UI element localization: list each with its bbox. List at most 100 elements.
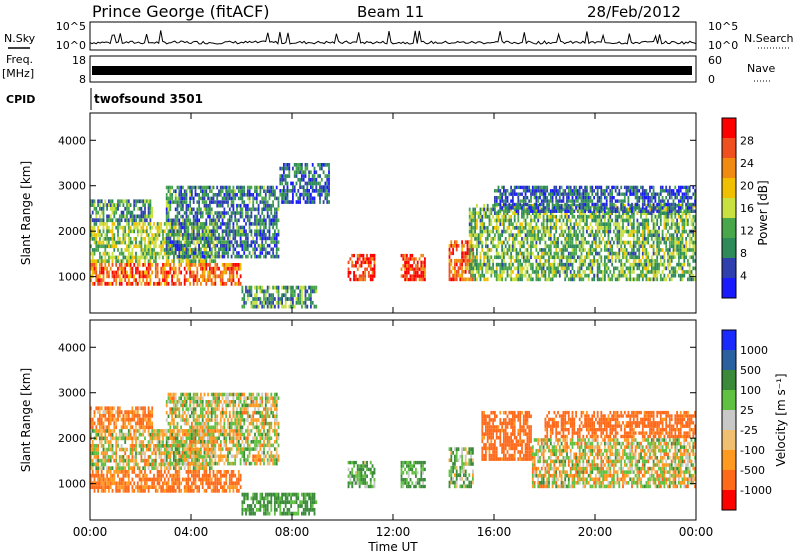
heatmap-cell — [210, 222, 213, 226]
heatmap-cell — [497, 226, 500, 230]
heatmap-cell — [607, 255, 610, 260]
heatmap-cell — [676, 251, 678, 256]
heatmap-cell — [506, 240, 509, 245]
heatmap-cell — [611, 255, 613, 260]
heatmap-cell — [679, 203, 682, 208]
heatmap-cell — [189, 200, 191, 204]
heatmap-cell — [154, 281, 157, 286]
heatmap-cell — [607, 211, 610, 215]
heatmap-cell — [692, 218, 695, 223]
heatmap-cell — [218, 240, 220, 244]
heatmap-cell — [636, 255, 639, 260]
heatmap-cell — [535, 226, 538, 230]
heatmap-cell — [127, 255, 130, 260]
heatmap-cell — [203, 203, 206, 208]
heatmap-cell — [115, 240, 118, 245]
heatmap-cell — [290, 200, 292, 204]
heatmap-cell — [476, 259, 478, 263]
heatmap-cell — [97, 218, 99, 223]
heatmap-cell — [632, 233, 635, 237]
heatmap-cell — [122, 210, 125, 215]
heatmap-cell — [566, 211, 568, 215]
heatmap-cell — [499, 233, 502, 237]
heatmap-cell — [205, 236, 208, 241]
heatmap-cell — [486, 214, 489, 219]
heatmap-cell — [625, 240, 628, 245]
heatmap-cell — [580, 262, 583, 267]
heatmap-cell — [228, 229, 231, 233]
heatmap-cell — [205, 281, 208, 286]
heatmap-cell — [542, 229, 545, 234]
heatmap-cell — [508, 237, 511, 241]
heatmap-cell — [533, 255, 536, 260]
heatmap-cell — [371, 271, 374, 275]
heatmap-cell — [311, 181, 314, 186]
heatmap-cell — [232, 225, 235, 230]
heatmap-cell — [616, 229, 619, 234]
heatmap-cell — [151, 255, 154, 260]
heatmap-cell — [241, 254, 244, 259]
heatmap-cell — [171, 278, 173, 282]
heatmap-cell — [661, 237, 664, 241]
heatmap-cell — [214, 236, 217, 241]
heatmap-cell — [315, 170, 318, 175]
heatmap-cell — [667, 259, 669, 263]
heatmap-cell — [315, 304, 318, 309]
heatmap-cell — [593, 277, 595, 282]
heatmap-cell — [560, 248, 563, 252]
heatmap-cell — [668, 214, 671, 219]
heatmap-cell — [687, 262, 689, 267]
heatmap-cell — [216, 254, 219, 259]
heatmap-cell — [488, 222, 491, 226]
heatmap-cell — [510, 229, 512, 234]
heatmap-cell — [557, 270, 559, 274]
heatmap-cell — [501, 196, 503, 200]
heatmap-cell — [602, 273, 604, 278]
heatmap-cell — [589, 211, 592, 215]
heatmap-cell — [104, 281, 107, 286]
heatmap-cell — [120, 259, 123, 263]
heatmap-cell — [512, 244, 514, 249]
heatmap-cell — [304, 174, 307, 178]
heatmap-cell — [180, 193, 182, 197]
heatmap-cell — [205, 263, 208, 267]
heatmap-cell — [214, 259, 217, 263]
heatmap-cell — [207, 207, 209, 212]
heatmap-cell — [549, 251, 552, 256]
heatmap-cell — [670, 270, 673, 274]
cpid-label: CPID — [6, 93, 35, 106]
heatmap-cell — [530, 266, 532, 271]
heatmap-cell — [118, 263, 121, 267]
heatmap-cell — [91, 270, 94, 275]
heatmap-cell — [95, 237, 98, 241]
heatmap-cell — [526, 207, 529, 212]
heatmap-cell — [402, 264, 405, 268]
heatmap-cell — [261, 229, 264, 233]
heatmap-cell — [304, 166, 307, 171]
heatmap-cell — [167, 214, 170, 219]
heatmap-cell — [640, 222, 642, 226]
heatmap-cell — [322, 163, 325, 167]
heatmap-cell — [593, 240, 595, 245]
heatmap-cell — [604, 211, 606, 215]
heatmap-cell — [454, 262, 456, 267]
heatmap-cell — [495, 202, 498, 207]
heatmap-cell — [252, 297, 255, 301]
heatmap-cell — [526, 270, 529, 274]
heatmap-cell — [544, 244, 547, 249]
heatmap-cell — [353, 271, 355, 275]
heatmap-cell — [584, 270, 586, 274]
heatmap-cell — [631, 255, 633, 260]
heatmap-cell — [301, 166, 303, 171]
heatmap-cell — [118, 281, 121, 286]
heatmap-cell — [216, 196, 219, 201]
heatmap-cell — [160, 225, 163, 230]
heatmap-cell — [638, 237, 641, 241]
heatmap-cell — [133, 229, 136, 234]
heatmap-cell — [227, 233, 229, 237]
heatmap-cell — [169, 203, 172, 208]
heatmap-cell — [158, 229, 161, 234]
heatmap-cell — [180, 222, 182, 226]
heatmap-cell — [254, 207, 256, 212]
heatmap-cell — [187, 278, 190, 282]
